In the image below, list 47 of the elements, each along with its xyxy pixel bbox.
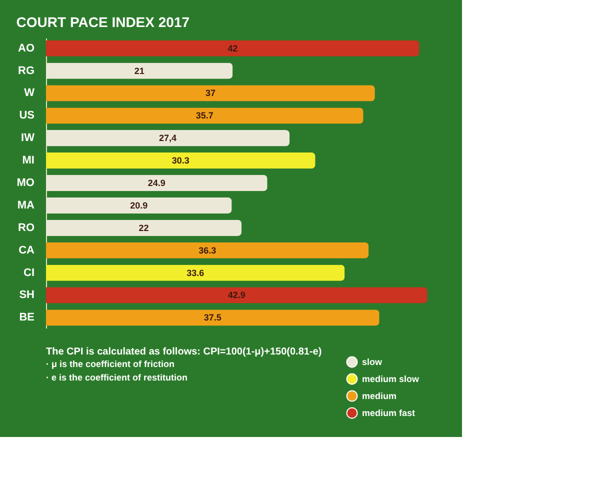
bar (46, 130, 290, 146)
data-label: 22 (138, 222, 149, 233)
data-label: 42 (228, 43, 238, 54)
y-tick-label: SH (19, 289, 35, 302)
bar (46, 197, 232, 214)
data-label: 35.7 (196, 110, 214, 121)
y-tick-label: MA (17, 199, 35, 212)
data-label: 42.9 (228, 290, 246, 300)
y-tick-label: AO (18, 42, 35, 54)
data-label: 27,4 (159, 133, 177, 144)
chart-title: COURT PACE INDEX 2017 (16, 14, 190, 30)
bar (46, 108, 364, 124)
data-label: 20.9 (130, 200, 148, 210)
y-tick-label: RG (18, 64, 34, 77)
bar (46, 310, 380, 326)
data-label: 24.9 (148, 178, 166, 188)
data-label: 37 (205, 88, 216, 98)
text: The CPI is calculated as follows: CPI=100(1-μ)+150(0.81-e) (46, 346, 322, 358)
y-tick-label: CI (24, 266, 34, 279)
y-tick-label: RO (18, 222, 35, 234)
bar (46, 62, 233, 79)
legend-label: medium (362, 391, 397, 401)
y-tick-label: W (24, 87, 36, 100)
bar (46, 85, 375, 102)
legend-label: medium slow (362, 374, 420, 384)
y-tick-label: IW (21, 132, 36, 144)
bar (46, 40, 420, 56)
bar (46, 174, 268, 192)
text: · μ is the coefficient of friction (46, 359, 175, 369)
bar (46, 220, 242, 236)
bar (46, 264, 345, 281)
text: · e is the coefficient of restitution (46, 372, 188, 382)
y-tick-label: MI (22, 154, 34, 167)
y-tick-label: MO (16, 177, 35, 189)
data-label: 36.3 (198, 245, 216, 256)
bar (46, 287, 428, 304)
legend-label: medium fast (362, 408, 416, 418)
y-tick-label: BE (19, 312, 34, 324)
data-label: 33.6 (186, 268, 204, 278)
bar (46, 242, 369, 258)
legend-label: slow (362, 357, 384, 367)
data-label: 30.3 (172, 156, 190, 166)
bar (46, 152, 316, 169)
data-label: 21 (134, 66, 144, 76)
data-label: 37.5 (204, 312, 222, 323)
y-tick-label: US (19, 110, 34, 122)
y-tick-label: CA (18, 244, 35, 256)
